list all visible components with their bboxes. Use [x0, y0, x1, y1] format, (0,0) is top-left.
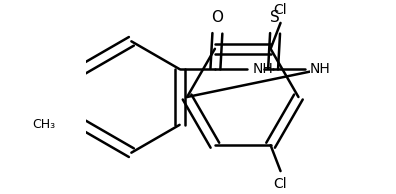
Text: Cl: Cl: [274, 177, 287, 191]
Text: Cl: Cl: [274, 3, 287, 17]
Text: NH: NH: [310, 62, 331, 76]
Text: O: O: [211, 10, 223, 25]
Text: CH₃: CH₃: [32, 118, 55, 131]
Text: S: S: [270, 10, 280, 25]
Text: NH: NH: [252, 62, 273, 76]
